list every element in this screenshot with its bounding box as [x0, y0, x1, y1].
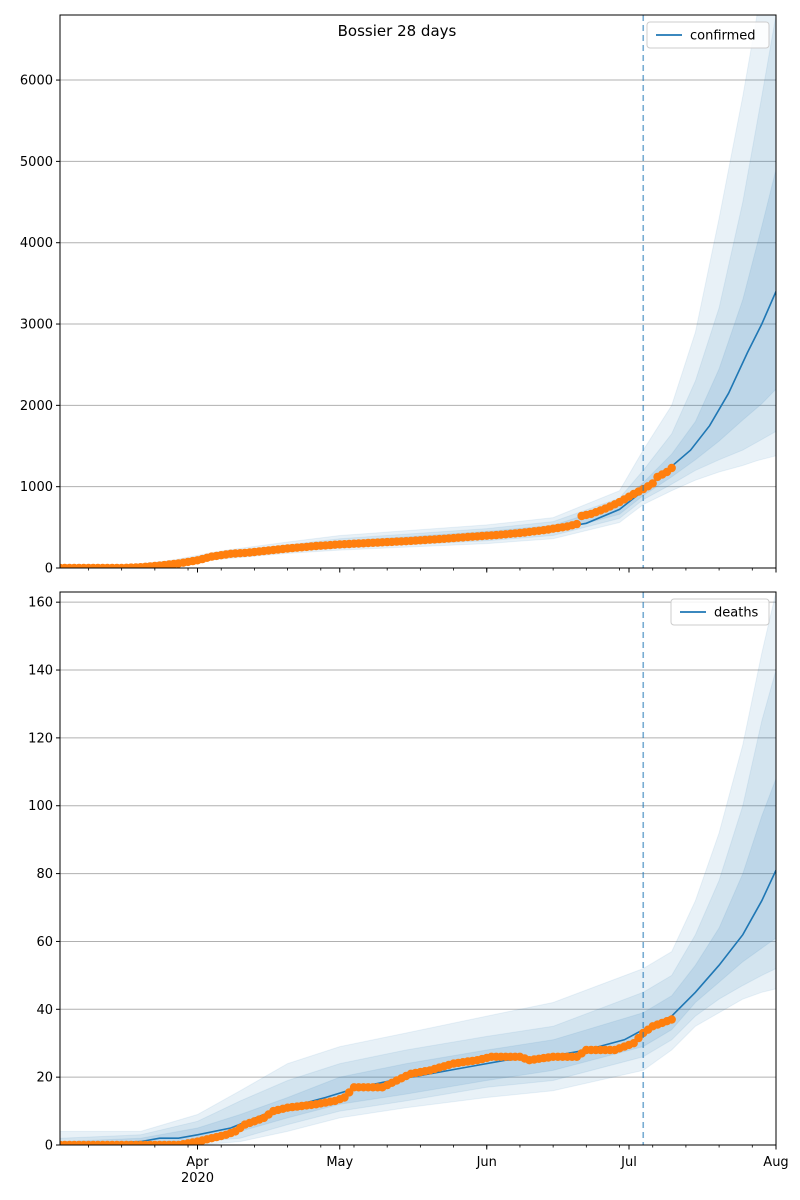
y-tick-label: 5000: [20, 155, 53, 170]
legend-box: [670, 598, 770, 626]
observed-point: [648, 479, 657, 488]
x-year-label: 2020: [181, 1171, 214, 1186]
x-tick-label: Apr: [186, 1155, 209, 1170]
y-tick-label: 60: [36, 935, 53, 950]
y-tick-label: 6000: [20, 74, 53, 89]
y-tick-label: 160: [28, 596, 53, 611]
legend: confirmed: [646, 21, 770, 49]
y-tick-label: 40: [36, 1003, 53, 1018]
band-outer: [60, 15, 776, 568]
x-tick-label: Jul: [620, 1155, 637, 1170]
observed-points: [60, 1015, 676, 1145]
model-line-deaths: [60, 869, 776, 1145]
figure-title: Bossier 28 days: [338, 22, 457, 40]
y-tick-label: 80: [36, 867, 53, 882]
plot-area: [60, 15, 776, 568]
axes-frame: [59, 14, 777, 569]
plot-area: [60, 592, 776, 1145]
y-tick-label: 0: [45, 562, 53, 577]
y-tick-label: 0: [45, 1139, 53, 1154]
y-tick-label: 20: [36, 1071, 53, 1086]
observed-point: [667, 1015, 676, 1024]
chart-confirmed: 0 1000 2000 3000 4000 5000 6000 confirmed: [20, 14, 777, 577]
observed-points: [60, 463, 676, 568]
legend-box: [646, 21, 770, 49]
observed-point: [572, 519, 581, 529]
legend: deaths: [670, 598, 770, 626]
band-middle: [60, 15, 776, 568]
y-tick-label: 1000: [20, 480, 53, 495]
band-middle: [60, 669, 776, 1145]
x-axis: [88, 568, 777, 573]
y-axis: 0 1000 2000 3000 4000 5000 6000: [20, 74, 60, 577]
y-tick-label: 100: [28, 799, 53, 814]
x-tick-label: Jun: [476, 1155, 497, 1170]
band-inner: [60, 169, 776, 568]
observed-point: [667, 463, 676, 473]
y-tick-label: 140: [28, 664, 53, 679]
y-tick-label: 2000: [20, 399, 53, 414]
legend-label: confirmed: [690, 29, 756, 44]
y-axis: 0 20 40 60 80 100 120 140 160: [28, 596, 60, 1154]
band-outer: [60, 592, 776, 1145]
axes-frame: [59, 591, 777, 1146]
y-tick-label: 120: [28, 731, 53, 746]
legend-label: deaths: [714, 606, 759, 621]
y-tick-label: 3000: [20, 318, 53, 333]
grid-lines: [60, 79, 776, 488]
x-tick-label: Aug: [763, 1155, 788, 1170]
x-tick-label: May: [326, 1155, 353, 1170]
y-tick-label: 4000: [20, 236, 53, 251]
grid-lines: [60, 601, 776, 1078]
